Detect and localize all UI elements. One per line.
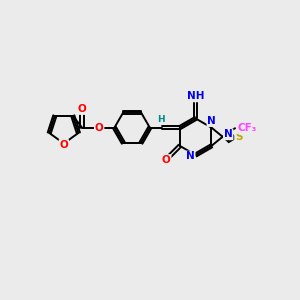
Text: N: N	[207, 116, 216, 126]
Text: CF₃: CF₃	[238, 123, 257, 133]
Text: O: O	[95, 123, 103, 133]
Text: O: O	[59, 140, 68, 150]
Text: N: N	[186, 152, 195, 161]
Text: O: O	[162, 155, 171, 165]
Text: NH: NH	[188, 92, 205, 101]
Text: N: N	[224, 129, 233, 140]
Text: S: S	[235, 132, 243, 142]
Text: H: H	[157, 115, 165, 124]
Text: O: O	[78, 104, 86, 114]
